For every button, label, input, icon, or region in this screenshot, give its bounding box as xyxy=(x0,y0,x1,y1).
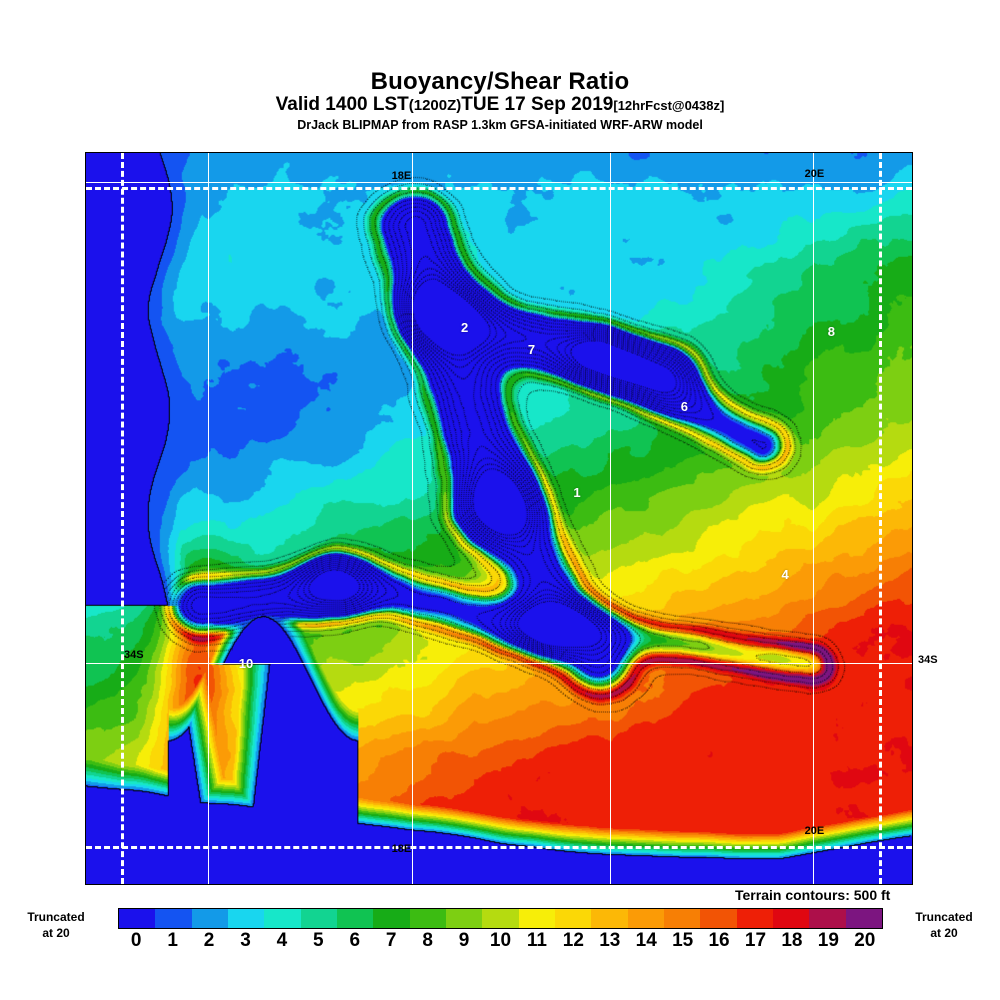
colorbar-swatch xyxy=(845,909,882,928)
map-panel[interactable]: 20E 20E 18E 18E 34S 2 7 6 8 1 4 10 xyxy=(85,152,913,885)
colorbar-tick: 8 xyxy=(422,930,433,951)
colorbar-swatch xyxy=(736,909,773,928)
colorbar-tick: 9 xyxy=(458,930,470,951)
colorbar-tick-labels: 0 1 2 3 4 5 6 7 8 9 10 11 12 13 14 15 16 17 18 19 20 xyxy=(118,931,883,957)
colorbar-swatch xyxy=(300,909,337,928)
colorbar-tick: 12 xyxy=(562,930,584,951)
colorbar-tick: 10 xyxy=(489,930,512,951)
valid-time-line: Valid 1400 LST(1200Z)TUE 17 Sep 2019[12h… xyxy=(0,95,1000,114)
map-edge-latitude-label: 34S xyxy=(918,654,938,666)
colorbar-legend: Truncated at 20 0 1 2 3 4 5 6 7 8 9 10 11 12 13 14 15 16… xyxy=(0,905,1000,965)
colorbar-swatch xyxy=(482,909,519,928)
colorbar-swatch xyxy=(700,909,737,928)
colorbar-swatch xyxy=(155,909,192,928)
colorbar-swatch xyxy=(373,909,410,928)
colorbar-tick: 16 xyxy=(708,930,730,951)
page-title: Buoyancy/Shear Ratio xyxy=(370,68,630,95)
colorbar-swatch xyxy=(663,909,701,928)
colorbar-swatch xyxy=(518,909,555,928)
colorbar-tick: 1 xyxy=(167,930,178,951)
truncated-low-label: Truncated at 20 xyxy=(2,909,110,941)
truncated-low-line1: Truncated xyxy=(27,910,85,924)
colorbar-tick: 17 xyxy=(744,930,767,951)
colorbar-swatch xyxy=(409,909,446,928)
colorbar-swatch xyxy=(627,909,664,928)
colorbar-tick: 19 xyxy=(817,930,839,951)
colorbar-gradient xyxy=(118,908,883,929)
valid-date: TUE 17 Sep 2019 xyxy=(461,94,614,115)
forecast-tag: [12hrFcst@0438z] xyxy=(613,98,725,113)
colorbar-tick: 13 xyxy=(599,930,621,951)
colorbar-tick: 14 xyxy=(635,930,657,951)
colorbar-swatch xyxy=(336,909,374,928)
colorbar-tick: 2 xyxy=(203,930,215,951)
truncated-low-line2: at 20 xyxy=(42,926,70,941)
model-source-note: DrJack BLIPMAP from RASP 1.3km GFSA-init… xyxy=(297,118,703,132)
colorbar-swatch xyxy=(809,909,846,928)
colorbar-tick: 15 xyxy=(672,930,694,951)
buoyancy-shear-ratio-field xyxy=(86,153,912,884)
terrain-contour-note: Terrain contours: 500 ft xyxy=(735,887,891,903)
colorbar-swatch xyxy=(772,909,810,928)
valid-time-zulu: (1200Z) xyxy=(408,97,462,114)
colorbar-tick: 6 xyxy=(349,930,361,951)
colorbar-tick: 3 xyxy=(240,930,251,951)
colorbar-swatch xyxy=(554,909,592,928)
colorbar-swatch xyxy=(119,909,156,928)
colorbar-tick: 0 xyxy=(130,930,142,951)
colorbar-swatch xyxy=(191,909,228,928)
colorbar-swatch xyxy=(445,909,483,928)
colorbar-tick: 5 xyxy=(313,930,324,951)
colorbar-tick: 20 xyxy=(854,930,876,951)
colorbar-swatch xyxy=(591,909,628,928)
truncated-high-line1: Truncated xyxy=(915,910,973,924)
colorbar-tick: 11 xyxy=(526,930,547,951)
colorbar-swatch xyxy=(264,909,301,928)
colorbar-tick: 18 xyxy=(781,930,803,951)
truncated-high-label: Truncated at 20 xyxy=(890,909,998,941)
colorbar-swatch xyxy=(227,909,265,928)
truncated-high-line2: at 20 xyxy=(930,926,958,941)
colorbar-tick: 7 xyxy=(385,930,397,951)
colorbar-tick: 4 xyxy=(276,930,288,951)
valid-time-prefix: Valid 1400 LST xyxy=(275,94,409,115)
